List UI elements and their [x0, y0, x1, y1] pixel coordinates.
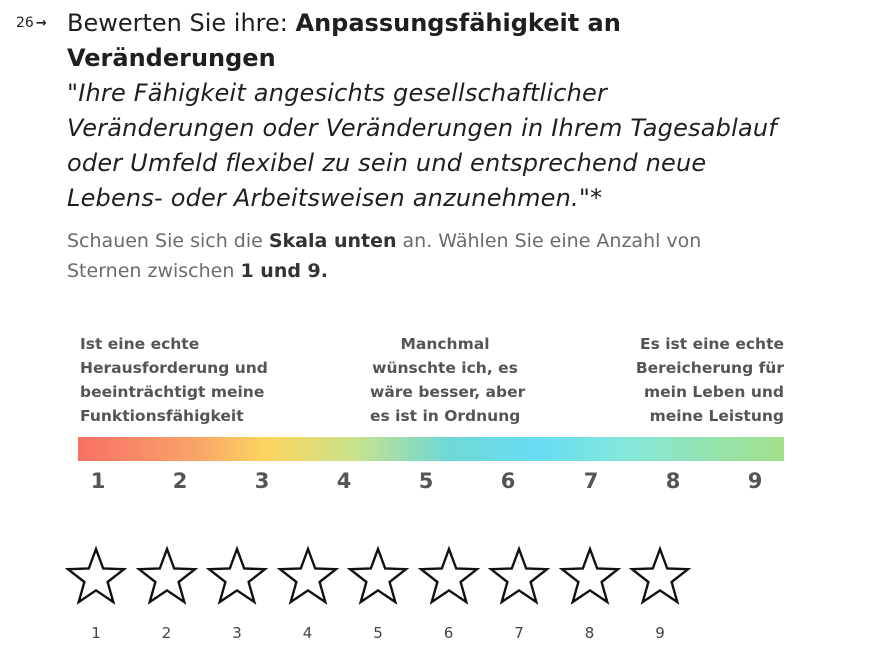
scale-number: 7 [583, 469, 599, 493]
question-title-topic: Anpassungsfähigkeit an [295, 9, 621, 37]
scale-label-line: es ist in Ordnung [370, 407, 521, 425]
star-option-4[interactable]: 4 [276, 546, 339, 642]
desc-text: an. Wählen Sie eine Anzahl von [396, 230, 702, 252]
scale-number: 8 [665, 469, 681, 493]
star-label: 9 [655, 624, 665, 642]
question-number: 26 → [16, 15, 47, 31]
desc-text: Sternen zwischen [67, 260, 241, 282]
scale-label-line: beeinträchtigt meine [80, 383, 265, 401]
star-icon [558, 546, 621, 605]
scale-label-line: Ist eine echte [80, 335, 200, 353]
scale-label-line: Funktionsfähigkeit [80, 407, 244, 425]
star-option-3[interactable]: 3 [206, 546, 268, 642]
star-option-9[interactable]: 9 [629, 546, 691, 642]
arrow-right-icon: → [35, 15, 47, 31]
quote-line-last: Lebens- oder Arbeitsweisen anzunehmen."* [67, 181, 867, 216]
star-label: 2 [161, 624, 172, 642]
star-option-8[interactable]: 8 [558, 546, 621, 642]
question-description: Schauen Sie sich die Skala unten an. Wäh… [67, 226, 827, 286]
star-option-5[interactable]: 5 [347, 546, 409, 642]
star-label: 5 [373, 624, 383, 642]
question-quote: "Ihre Fähigkeit angesichts gesellschaftl… [67, 76, 867, 216]
desc-bold: 1 und 9. [240, 260, 328, 282]
scale-label-mid: Manchmal wünschte ich, es wäre besser, a… [370, 332, 526, 428]
scale-number: 9 [747, 469, 763, 493]
star-option-7[interactable]: 7 [488, 546, 550, 642]
star-icon [65, 546, 127, 605]
question-block: Bewerten Sie ihre: Anpassungsfähigkeit a… [67, 6, 867, 286]
star-label: 3 [232, 624, 242, 642]
question-title: Bewerten Sie ihre: Anpassungsfähigkeit a… [67, 6, 867, 76]
star-label: 4 [302, 624, 313, 642]
star-label: 8 [584, 624, 595, 642]
scale-label-low: Ist eine echte Herausforderung und beein… [80, 332, 268, 428]
scale-label-line: Bereicherung für [635, 359, 784, 377]
scale-number: 6 [500, 469, 516, 493]
star-label: 7 [514, 624, 524, 642]
star-icon [347, 546, 409, 605]
star-icon [629, 546, 691, 605]
required-marker: * [590, 184, 603, 212]
scale-label-line: Herausforderung und [80, 359, 268, 377]
star-option-6[interactable]: 6 [417, 546, 480, 642]
scale-gradient-bar [78, 437, 784, 461]
scale-label-line: Es ist eine echte [640, 335, 784, 353]
star-label: 1 [91, 624, 101, 642]
scale-label-line: wünschte ich, es [372, 359, 518, 377]
scale-number: 1 [90, 469, 106, 493]
question-number-text: 26 [16, 15, 34, 31]
star-icon [488, 546, 550, 605]
scale-number: 3 [254, 469, 270, 493]
quote-line: Veränderungen oder Veränderungen in Ihre… [67, 114, 777, 142]
scale-number: 5 [418, 469, 434, 493]
star-option-2[interactable]: 2 [135, 546, 198, 642]
question-title-topic-cont: Veränderungen [67, 44, 276, 72]
scale-label-line: Manchmal [400, 335, 490, 353]
scale-image: Ist eine echte Herausforderung und beein… [70, 330, 800, 500]
scale-label-line: mein Leben und [644, 383, 784, 401]
quote-line: oder Umfeld flexibel zu sein und entspre… [67, 149, 707, 177]
star-icon [135, 546, 198, 605]
star-icon [206, 546, 268, 605]
scale-label-line: wäre besser, aber [370, 383, 526, 401]
scale-label-line: meine Leistung [649, 407, 784, 425]
star-icon [276, 546, 339, 605]
scale-number: 4 [336, 469, 352, 493]
star-label: 6 [443, 624, 454, 642]
star-option-1[interactable]: 1 [65, 546, 127, 642]
scale-number: 2 [172, 469, 188, 493]
desc-bold: Skala unten [268, 230, 397, 252]
scale-label-high: Es ist eine echte Bereicherung für mein … [636, 332, 784, 428]
desc-text: Schauen Sie sich die [67, 230, 269, 252]
quote-line: "Ihre Fähigkeit angesichts gesellschaftl… [67, 79, 608, 107]
quote-line-text: Lebens- oder Arbeitsweisen anzunehmen." [67, 184, 591, 212]
question-title-prefix: Bewerten Sie ihre: [67, 9, 296, 37]
star-icon [417, 546, 480, 605]
